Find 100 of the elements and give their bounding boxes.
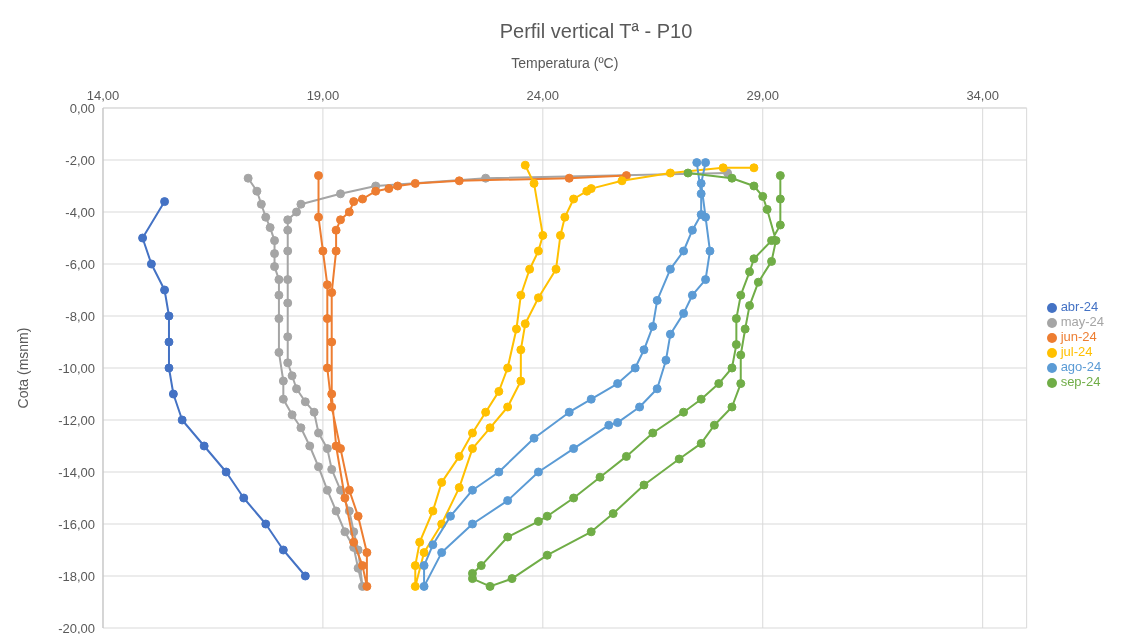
point <box>516 345 526 355</box>
y-tick-label: -6,00 <box>65 256 95 272</box>
point <box>270 249 280 259</box>
point <box>727 173 737 183</box>
point <box>520 319 530 329</box>
point <box>274 275 284 285</box>
point <box>384 184 394 194</box>
point <box>767 256 777 266</box>
point <box>696 438 706 448</box>
point <box>538 230 548 240</box>
point <box>314 428 324 438</box>
point <box>371 186 381 196</box>
point <box>283 275 293 285</box>
point <box>727 363 737 373</box>
point <box>476 561 486 571</box>
point <box>511 324 521 334</box>
point <box>261 519 271 529</box>
point <box>336 215 346 225</box>
point <box>494 467 504 477</box>
point <box>569 444 579 454</box>
point <box>393 181 403 191</box>
point <box>679 246 689 256</box>
point <box>274 290 284 300</box>
point <box>322 280 332 290</box>
point <box>533 293 543 303</box>
point <box>564 407 574 417</box>
point <box>467 485 477 495</box>
point <box>503 496 513 506</box>
point <box>731 314 741 324</box>
point <box>322 314 332 324</box>
point <box>494 386 504 396</box>
point <box>331 225 341 235</box>
point <box>138 233 148 243</box>
x-tick-label: 14,00 <box>86 88 120 103</box>
point <box>331 506 341 516</box>
point <box>256 199 266 209</box>
point <box>327 389 337 399</box>
point <box>586 527 596 537</box>
point <box>683 168 693 178</box>
point <box>296 423 306 433</box>
point <box>551 264 561 274</box>
point <box>278 394 288 404</box>
point <box>252 186 262 196</box>
point <box>665 264 675 274</box>
point <box>525 264 535 274</box>
point <box>775 220 785 230</box>
point <box>485 581 495 591</box>
x-tick-label: 19,00 <box>306 88 340 103</box>
point <box>665 329 675 339</box>
point <box>437 477 447 487</box>
y-tick-label: -2,00 <box>65 152 95 168</box>
point <box>661 355 671 365</box>
y-axis-title: Cota (msnm) <box>14 327 31 409</box>
point <box>283 215 293 225</box>
point <box>221 467 231 477</box>
point <box>560 212 570 222</box>
point <box>736 290 746 300</box>
point <box>613 379 623 389</box>
legend-label: jun-24 <box>1060 329 1097 344</box>
point <box>749 254 759 264</box>
point <box>410 178 420 188</box>
y-tick-label: -12,00 <box>58 412 95 428</box>
point <box>762 204 772 214</box>
chart-title: Perfil vertical Tª - P10 <box>498 19 694 44</box>
y-tick-label: -8,00 <box>65 308 95 324</box>
point <box>344 485 354 495</box>
point <box>410 561 420 571</box>
point <box>168 389 178 399</box>
point <box>648 428 658 438</box>
point <box>305 441 315 451</box>
point <box>507 574 517 584</box>
point <box>309 407 319 417</box>
point <box>595 472 605 482</box>
point <box>314 212 324 222</box>
point <box>736 350 746 360</box>
point <box>353 511 363 521</box>
point <box>639 345 649 355</box>
y-tick-label: -14,00 <box>58 464 95 480</box>
x-axis-title: Temperatura (ºC) <box>511 54 619 71</box>
point <box>164 311 174 321</box>
point <box>296 199 306 209</box>
point <box>516 290 526 300</box>
point <box>727 402 737 412</box>
point <box>327 402 337 412</box>
point <box>635 402 645 412</box>
point <box>745 267 755 277</box>
y-tick-label: -10,00 <box>58 360 95 376</box>
point <box>586 394 596 404</box>
point <box>344 207 354 217</box>
point <box>569 194 579 204</box>
point <box>740 324 750 334</box>
point <box>283 332 293 342</box>
point <box>542 511 552 521</box>
point <box>604 420 614 430</box>
point <box>533 467 543 477</box>
point <box>630 363 640 373</box>
point <box>349 537 359 547</box>
point <box>270 262 280 272</box>
point <box>160 285 170 295</box>
point <box>516 376 526 386</box>
